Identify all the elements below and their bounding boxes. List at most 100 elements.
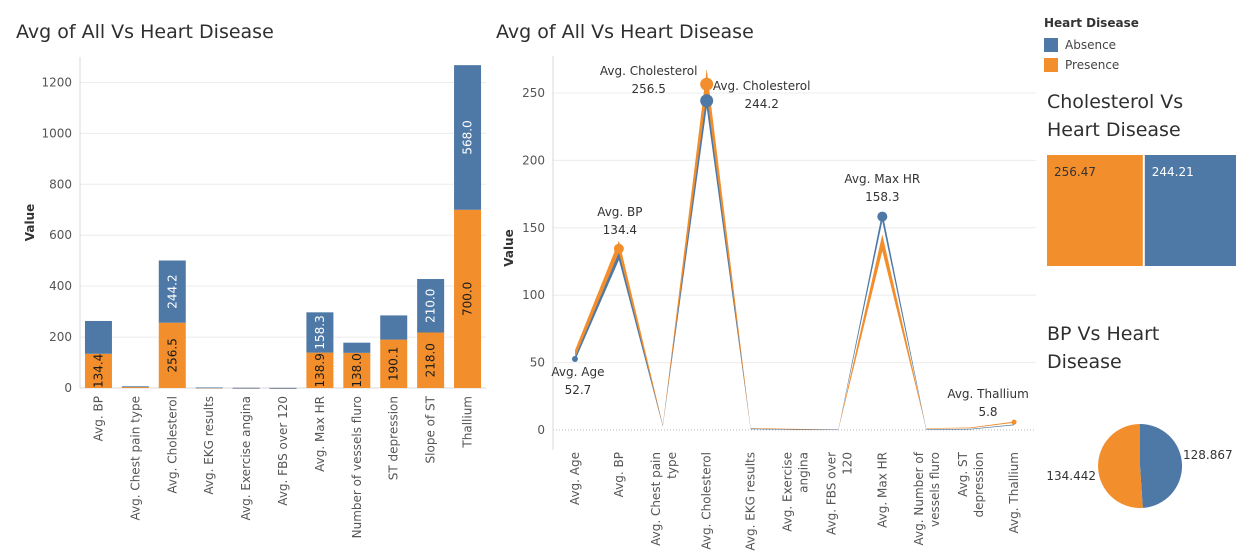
line-chart-title: Avg of All Vs Heart Disease (496, 21, 754, 43)
bar-absence-avg-fbs-over-120 (269, 387, 297, 389)
bar-x-tick-label: ST depression (387, 396, 401, 480)
line-annot-bp-value: 134.4 (603, 223, 637, 237)
line-annot-cholesterol-absence-label: Avg. Cholesterol (713, 79, 811, 93)
bar-presence-slope-of-st (417, 332, 445, 388)
pie-slice-presence (1098, 424, 1143, 508)
bar-y-tick-label: 600 (49, 228, 72, 242)
line-annot-thallium-value: 5.8 (978, 405, 997, 419)
bar-x-tick-label: Avg. Chest pain type (128, 396, 142, 521)
line-x-tick-label: Avg. Thallium (1007, 452, 1021, 533)
bar-x-tick-label: Avg. FBS over 120 (276, 396, 290, 506)
line-x-tick-label: vessels fluro (928, 452, 942, 527)
line-y-tick-label: 150 (522, 221, 545, 235)
line-y-tick-label: 200 (522, 153, 545, 167)
line-annot-age-label: Avg. Age (551, 365, 604, 379)
legend-swatch-presence (1044, 58, 1058, 72)
legend-label-presence: Presence (1065, 58, 1120, 72)
line-x-tick-label: Avg. FBS over (824, 452, 838, 535)
bar-x-tick-label: Thallium (461, 396, 475, 449)
treemap-label-presence: 256.47 (1054, 165, 1096, 179)
bar-absence-avg-ekg-results (195, 387, 223, 389)
treemap-title: Cholesterol Vs Heart Disease (1047, 91, 1184, 141)
line-x-tick-label: Avg. BP (612, 452, 626, 497)
bar-presence-avg-chest-pain-type (121, 387, 149, 388)
bar-presence-avg-cholesterol (158, 322, 186, 388)
legend-title: Heart Disease (1044, 16, 1139, 30)
line-y-tick-label: 50 (530, 356, 545, 370)
bar-y-tick-label: 1000 (41, 126, 72, 140)
line-point-cholesterol-presence (700, 77, 714, 91)
line-x-tick-label: Avg. ST (956, 451, 970, 496)
bar-chart-title: Avg of All Vs Heart Disease (16, 21, 274, 43)
bar-presence-avg-bp (84, 353, 112, 388)
bar-absence-avg-exercise-angina (232, 387, 260, 389)
pie-title: BP Vs Heart Disease (1047, 323, 1160, 373)
bar-label-absence-avg-cholesterol: 244.2 (165, 274, 179, 308)
line-y-tick-label: 0 (537, 423, 545, 437)
bar-x-tick-label: Avg. Exercise angina (239, 396, 253, 520)
pie-label-presence: 134.442 (1046, 469, 1096, 483)
line-annot-cholesterol-absence-value: 244.2 (745, 97, 779, 111)
line-annot-max-hr-value: 158.3 (865, 190, 899, 204)
bar-label-presence-avg-max-hr: 138.9 (313, 353, 327, 387)
pie-slice-absence (1140, 424, 1183, 508)
line-x-tick-label: depression (972, 452, 986, 517)
bar-absence-st-depression (380, 315, 408, 340)
bar-absence-avg-max-hr (306, 312, 334, 353)
bar-y-tick-label: 0 (64, 381, 72, 395)
bar-label-presence-st-depression: 190.1 (387, 347, 401, 381)
line-x-tick-label: Avg. Cholesterol (700, 452, 714, 550)
bar-absence-thallium (454, 65, 482, 210)
line-annot-cholesterol-presence-label: Avg. Cholesterol (600, 64, 698, 78)
bar-x-tick-label: Avg. Cholesterol (165, 396, 179, 494)
bar-y-tick-label: 800 (49, 177, 72, 191)
bar-absence-avg-cholesterol (158, 260, 186, 323)
bar-absence-number-of-vessels-fluro (343, 342, 371, 353)
line-annot-bp-label: Avg. BP (597, 205, 642, 219)
line-x-tick-label: Avg. Age (568, 452, 582, 505)
bar-x-tick-label: Avg. BP (91, 396, 105, 441)
bar-presence-thallium (454, 209, 482, 388)
bar-label-presence-slope-of-st: 218.0 (424, 343, 438, 377)
legend-item-absence[interactable]: Absence (1044, 35, 1139, 55)
bar-label-presence-avg-cholesterol: 256.5 (165, 338, 179, 372)
line-point-age (571, 355, 578, 362)
bar-label-absence-slope-of-st: 210.0 (424, 289, 438, 323)
treemap-cell-absence (1144, 155, 1236, 266)
line-x-tick-label: type (665, 452, 679, 479)
line-annot-age-value: 52.7 (565, 383, 592, 397)
treemap-label-absence: 244.21 (1152, 165, 1194, 179)
bar-x-tick-label: Avg. EKG results (202, 396, 216, 495)
bar-y-tick-label: 1200 (41, 75, 72, 89)
line-y-tick-label: 100 (522, 288, 545, 302)
bar-x-tick-label: Number of vessels fluro (350, 396, 364, 538)
line-point-thallium (1011, 419, 1017, 425)
line-point-max-hr (877, 211, 888, 222)
line-x-tick-label: Avg. EKG results (744, 452, 758, 551)
line-y-axis-title: Value (502, 229, 516, 267)
pie-label-absence: 128.867 (1183, 448, 1233, 462)
bar-label-presence-avg-bp: 134.4 (91, 354, 105, 388)
bar-label-absence-thallium: 568.0 (461, 120, 475, 154)
line-point-cholesterol-absence (700, 94, 714, 108)
line-x-tick-label: Avg. Number of (912, 451, 926, 545)
bar-absence-avg-bp (84, 320, 112, 354)
line-point-bp (613, 243, 624, 254)
line-annot-thallium-label: Avg. Thallium (947, 387, 1028, 401)
bar-x-tick-label: Slope of ST (424, 395, 438, 463)
bar-presence-avg-max-hr (306, 352, 334, 388)
line-x-tick-label: Avg. Chest pain (649, 452, 663, 546)
bar-y-tick-label: 400 (49, 279, 72, 293)
legend-swatch-absence (1044, 38, 1058, 52)
line-annot-cholesterol-presence-value: 256.5 (632, 82, 666, 96)
line-y-tick-label: 250 (522, 86, 545, 100)
legend: Heart Disease Absence Presence (1044, 16, 1139, 75)
bar-y-axis-title: Value (23, 204, 37, 242)
treemap-cell-presence (1047, 155, 1143, 266)
line-x-tick-label: Avg. Max HR (875, 452, 889, 528)
bar-presence-st-depression (380, 339, 408, 388)
bar-label-presence-number-of-vessels-fluro: 138.0 (350, 353, 364, 387)
bar-y-tick-label: 200 (49, 330, 72, 344)
legend-item-presence[interactable]: Presence (1044, 55, 1139, 75)
